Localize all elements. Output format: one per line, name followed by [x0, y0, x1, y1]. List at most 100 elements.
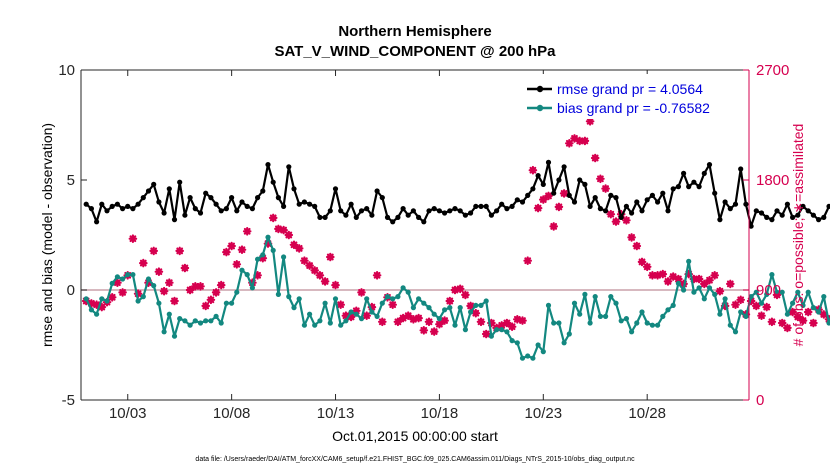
obs-marker-stroke: [420, 326, 428, 334]
bias-point-101: [608, 294, 614, 300]
obs-marker-stroke: [622, 216, 630, 224]
rmse-point-61: [400, 206, 406, 212]
bias-point-22: [197, 320, 204, 326]
obs-marker-20: [185, 285, 195, 295]
bias-point-123: [722, 296, 728, 302]
obs-marker-122: [715, 286, 725, 296]
obs-marker-stroke: [113, 279, 121, 287]
bias-point-61: [400, 285, 406, 291]
bias-point-99: [597, 313, 604, 319]
rmse-point-42: [301, 199, 307, 205]
obs-marker-73: [461, 290, 470, 300]
rmse-point-134: [779, 212, 785, 218]
bias-point-76: [478, 302, 484, 308]
obs-marker-59: [388, 300, 398, 310]
y-left-tick-label-3: 10: [58, 62, 75, 79]
obs-marker-stroke: [716, 287, 724, 295]
bias-point-33: [255, 256, 261, 262]
bias-point-50: [343, 318, 349, 324]
bias-point-6: [114, 274, 120, 280]
obs-marker-stroke: [820, 310, 828, 318]
obs-marker-19: [180, 263, 190, 273]
obs-marker-40: [289, 240, 299, 250]
bias-point-31: [244, 272, 250, 278]
obs-marker-stroke: [233, 260, 241, 268]
bias-point-18: [177, 316, 183, 322]
obs-marker-stroke: [804, 308, 812, 316]
y-right-axis-label: # of obs: o=possible; ∗=assimilated: [790, 124, 806, 347]
obs-marker-48: [331, 280, 340, 290]
obs-marker-101: [606, 209, 616, 219]
rmse-point-30: [239, 199, 245, 205]
bias-point-85: [525, 353, 531, 359]
bias-point-118: [696, 285, 702, 291]
obs-marker-stroke: [591, 154, 599, 162]
rmse-point-141: [816, 217, 822, 223]
obs-marker-15: [159, 286, 169, 296]
rmse-point-83: [514, 197, 520, 203]
obs-marker-stroke: [389, 301, 397, 309]
rmse-point-54: [364, 206, 370, 212]
legend-bias-marker: [536, 104, 544, 112]
rmse-point-136: [790, 214, 796, 220]
bias-point-38: [281, 254, 287, 260]
x-tick-label-2: 10/13: [317, 405, 355, 422]
obs-marker-stroke: [695, 275, 703, 283]
bias-point-127: [743, 313, 749, 319]
bias-point-137: [795, 289, 801, 295]
rmse-point-97: [587, 203, 593, 209]
bias-point-121: [712, 291, 718, 297]
bias-point-58: [384, 294, 391, 300]
obs-marker-99: [596, 174, 605, 184]
bias-point-110: [655, 322, 661, 328]
obs-marker-stroke: [794, 313, 802, 321]
x-tick-label-5: 10/28: [628, 405, 666, 422]
obs-marker-stroke: [129, 235, 137, 243]
bias-point-52: [353, 311, 359, 317]
rmse-point-95: [577, 177, 583, 183]
obs-marker-18: [175, 246, 184, 256]
bias-point-117: [691, 289, 697, 295]
rmse-point-66: [426, 208, 432, 214]
rmse-point-132: [769, 217, 775, 223]
obs-marker-stroke: [783, 324, 791, 332]
rmse-point-139: [805, 208, 811, 214]
bias-point-41: [296, 296, 302, 302]
bias-point-35: [265, 234, 271, 240]
rmse-point-137: [795, 212, 801, 218]
bias-point-28: [229, 300, 235, 306]
bias-point-2: [94, 311, 100, 317]
bias-point-111: [660, 313, 666, 319]
rmse-point-81: [504, 206, 510, 212]
rmse-point-33: [255, 195, 261, 201]
obs-marker-stroke: [513, 315, 521, 323]
obs-marker-stroke: [254, 271, 262, 279]
obs-marker-129: [751, 301, 761, 311]
obs-marker-54: [362, 311, 372, 321]
rmse-point-26: [218, 208, 224, 214]
obs-marker-stroke: [228, 242, 236, 250]
x-tick-label-0: 10/03: [109, 405, 147, 422]
y-right-ticks: 0 900 1800 2700: [743, 62, 789, 409]
obs-marker-109: [648, 270, 657, 280]
obs-marker-130: [757, 311, 766, 321]
bias-point-102: [613, 300, 619, 306]
bias-point-141: [816, 309, 822, 315]
obs-marker-stroke: [799, 317, 807, 325]
obs-marker-stroke: [197, 282, 204, 290]
rmse-point-72: [457, 208, 463, 214]
obs-marker-125: [731, 300, 740, 310]
obs-marker-stroke: [726, 280, 734, 288]
obs-marker-100: [601, 184, 610, 193]
rmse-point-113: [670, 186, 676, 192]
obs-marker-60: [393, 317, 403, 327]
rmse-point-121: [712, 190, 718, 196]
bias-point-15: [161, 329, 167, 335]
rmse-point-0: [83, 201, 89, 207]
bias-point-112: [665, 307, 671, 313]
obs-marker-81: [502, 318, 512, 328]
obs-marker-stroke: [176, 247, 184, 255]
obs-marker-stroke: [150, 247, 158, 255]
rmse-point-16: [166, 186, 172, 192]
obs-marker-stroke: [596, 175, 604, 183]
